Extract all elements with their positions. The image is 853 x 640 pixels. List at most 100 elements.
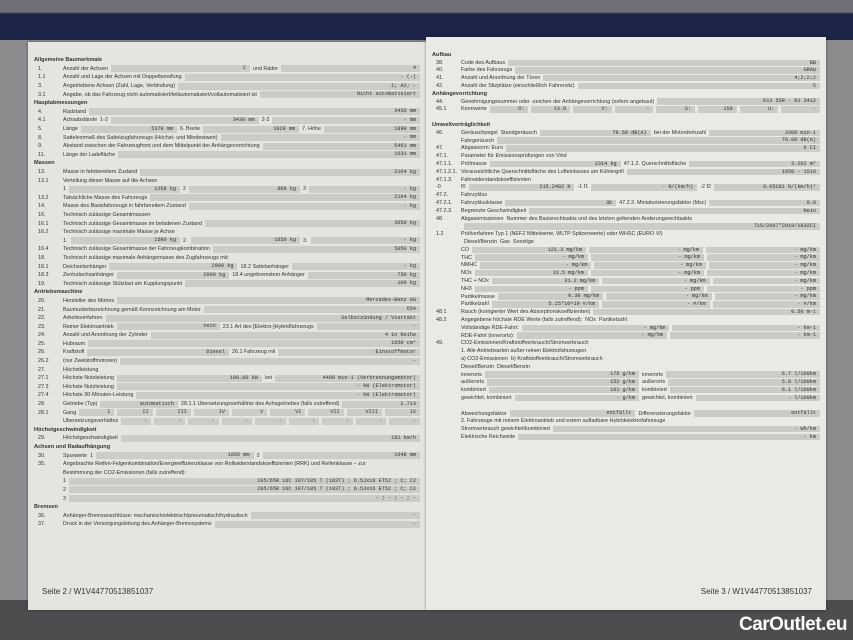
- field-value: 1666 mm: [95, 452, 254, 460]
- field-value: - mg/km: [521, 324, 670, 331]
- field-value: - km-1: [672, 324, 821, 331]
- field-label: und Räder: [252, 65, 279, 72]
- field-row: 47.2.1. Fahrzyklusklasse 3b 47.2.2. Miniatu…: [432, 199, 820, 207]
- field-value: - kg: [309, 185, 420, 193]
- field-number: 41.: [436, 75, 444, 82]
- field-value: - mm: [220, 134, 420, 142]
- field-label: Geräuschpegel: [461, 129, 498, 136]
- field-value: 1898 mm: [324, 125, 421, 133]
- field-label: Abweichungsfaktor: [461, 410, 507, 417]
- field-row: innerorts 176 g/km innerorts 6.7 l/100km: [432, 371, 820, 379]
- field-row: 1.1 Anzahl und Lage der Achsen mit Doppel…: [34, 73, 420, 82]
- document-page-2: Allgemeine Baumerkmale 1. Anzahl der Achse…: [28, 42, 426, 610]
- field-label: gewichtet, kombiniert: [461, 394, 512, 401]
- field-row: 4.1 Achsabstände 1-2 3430 mm 2-3- mm: [34, 116, 421, 125]
- field-label: Baumusterbezeichnung gemäß Kennzeichnung…: [63, 306, 201, 313]
- field-value: 79.50 dB(A): [539, 129, 651, 137]
- field-row: 16.1 Technisch zulässige Gesamtmasse im b…: [34, 219, 420, 228]
- field-label: Deichselanhänger: [63, 263, 107, 270]
- field-label: 3.: [303, 237, 308, 244]
- field-label: Technisch zulässige maximale Anhängemass…: [63, 254, 229, 261]
- field-value: II: [117, 409, 153, 417]
- field-value: 31.2 mg/km: [492, 277, 600, 285]
- field-number: 48.2: [436, 316, 447, 323]
- field-value: 2164 kg: [140, 168, 420, 176]
- field-label: Höchste Nutzleistung: [63, 383, 114, 390]
- field-number: 48.1: [436, 309, 447, 316]
- field-value: 2: [110, 65, 250, 73]
- field-label: innerorts: [461, 371, 482, 378]
- field-label: NOx: [461, 270, 472, 277]
- field-value: - mg/km: [706, 246, 820, 254]
- field-row: Diesel/Benzin Diesel/Benzin: [432, 363, 820, 371]
- field-label: CO: [461, 246, 470, 253]
- field-row: 27. Höchstleistung: [34, 365, 420, 374]
- field-label: 3: [303, 186, 306, 193]
- field-label: Länge: [63, 126, 78, 133]
- field-number: 4.: [38, 108, 43, 115]
- field-label: Diesel/Benzin: [496, 363, 530, 370]
- field-value: D:: [489, 106, 529, 113]
- field-label: 3: [63, 495, 66, 502]
- field-value: U:: [739, 106, 779, 113]
- field-label: Spurweite: [63, 452, 87, 459]
- field-label: 2: [63, 486, 66, 493]
- field-row: 25. Hubraum 1950 cm³: [34, 340, 420, 349]
- field-value: 1258 kg: [69, 185, 180, 193]
- field-label: Angetriebene Achsen (Zahl, Lage, Verbind…: [63, 83, 176, 90]
- field-row: 47.1. Parameter für Emissionsprüfungen vo…: [432, 152, 820, 160]
- field-label: Länge der Ladefläche: [63, 151, 116, 158]
- field-label: -2 f2: [700, 184, 712, 191]
- field-number: 18.1: [38, 263, 49, 270]
- field-label: Begrenzte Geschwindigkeit: [461, 207, 527, 214]
- field-row: 26. Kraftstoff Diesel 26.1 Fahrzeug mit Eins…: [34, 348, 420, 357]
- field-label: Gas: [499, 239, 510, 246]
- field-row: 41. Anzahl und Anordnung der Türen 4;2;2;2: [432, 74, 820, 82]
- field-value: Selbstzündung / Viertakt: [105, 314, 420, 322]
- field-value: 4 in Reihe: [150, 331, 420, 339]
- field-number: 20.: [38, 297, 46, 304]
- field-value: 1580 kg: [70, 237, 180, 245]
- field-number: 11.: [38, 151, 46, 158]
- field-label: Radstand: [63, 108, 87, 115]
- field-number: 47.1.: [436, 153, 448, 160]
- field-label: Masse des Basisfahrzeugs in fahrbereitem…: [63, 203, 186, 210]
- field-label: -1 f1: [577, 184, 589, 191]
- field-value: - kW (Elektromotor): [116, 383, 420, 391]
- field-row: NH3- ppm - ppm - ppm: [432, 285, 820, 293]
- field-number: 42.: [436, 83, 444, 90]
- field-row: 27.1 Höchste Nutzleistung 100.00 kW bei 4400…: [34, 374, 421, 383]
- field-value: -: [120, 417, 152, 425]
- field-row: 38. Code des Aufbaus BB: [432, 59, 820, 67]
- field-row: 36. Anhänger-Bremsanschlüsse: mechanisch/…: [34, 511, 420, 520]
- field-number: 5.: [38, 126, 43, 133]
- field-row: 44. Genehmigungsnummer oder -zeichen der …: [432, 98, 820, 106]
- field-row: 2 205/65R 16C 107/105 T (103T) ; 6.5Jx16 …: [34, 486, 420, 495]
- field-label: Fahrwiderstandskoeffizienten: [461, 176, 532, 183]
- field-row: 16.4 Technisch zulässige Gesamtmasse der …: [34, 245, 420, 254]
- field-label: CO2-Emissionen/Kraftstoffverbrauch/Strom…: [461, 340, 589, 347]
- field-number: 22.: [38, 315, 46, 322]
- field-value: 3.202 m²: [689, 160, 820, 168]
- field-value: 2000 kg: [116, 271, 230, 279]
- section-heading: Achsen und Radaufhängung: [34, 444, 111, 451]
- field-value: nein: [116, 323, 220, 331]
- field-value: - g/km: [514, 394, 639, 402]
- field-value: IX: [384, 409, 421, 417]
- field-label: Prüfverfahren Typ 1 (NEFZ Mittelwerte, W…: [461, 231, 663, 238]
- field-value: -: [154, 417, 186, 425]
- field-row: Abweichungsfaktor entfällt Differenzierung…: [432, 410, 820, 418]
- field-label: NOx: [585, 316, 596, 323]
- field-value: 2.713: [342, 400, 420, 408]
- field-value: 2164 kg: [150, 194, 420, 202]
- field-row: a) CO2-Emissionen b) Kraftstoffverbrauch/…: [432, 355, 820, 363]
- field-row: Partikelmasse 0.38 mg/km - mg/km - mg/km: [432, 293, 820, 301]
- section-heading: Bremsen: [34, 504, 58, 511]
- field-label: Gang: [63, 409, 77, 416]
- field-value: 5370 mm: [81, 125, 178, 133]
- field-row: 3- ; - ; - ; -: [34, 494, 420, 503]
- field-label: gewichtet, kombiniert: [642, 394, 693, 401]
- field-label: Fahrgeräusch: [461, 137, 495, 144]
- field-value: automatisch: [100, 400, 179, 408]
- field-row: 1. Alle Antriebsarten außer reinen Elekt…: [432, 347, 820, 355]
